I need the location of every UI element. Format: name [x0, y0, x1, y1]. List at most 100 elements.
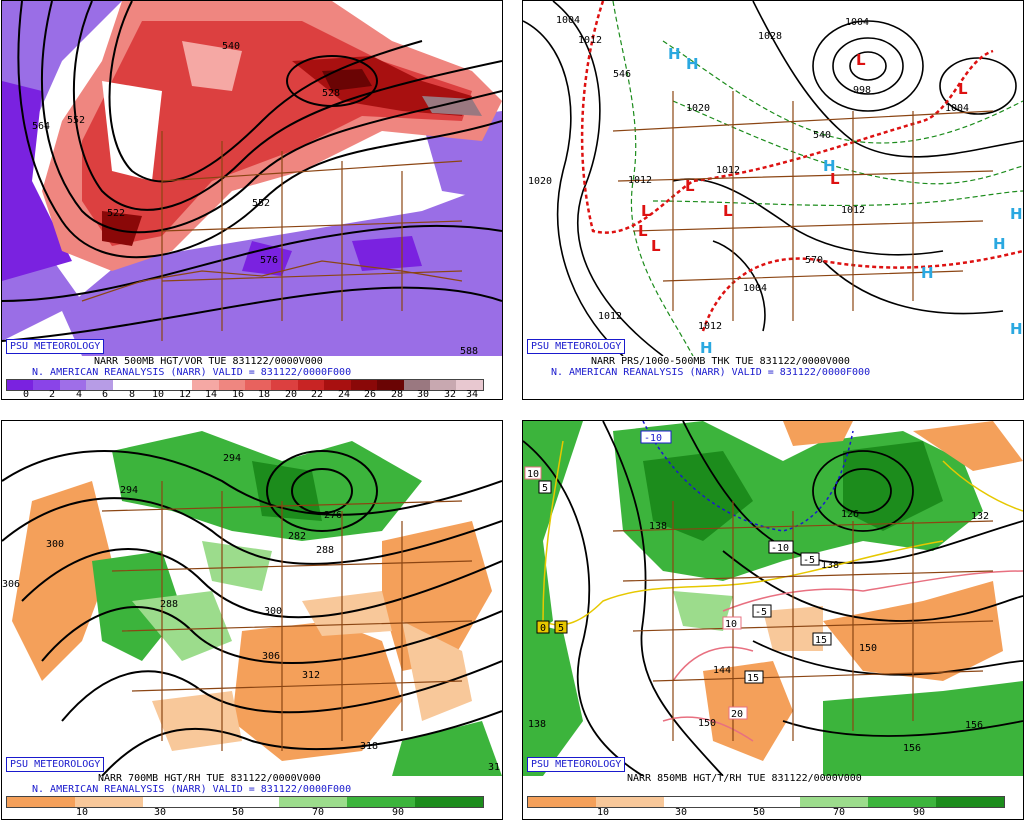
- high-pressure-icon: H: [823, 157, 836, 175]
- height-label: 144: [713, 665, 731, 676]
- high-pressure-icon: H: [686, 55, 699, 73]
- isobar-label: 1012: [716, 165, 740, 176]
- vorticity-map: 540 564 552 522 552 528 576 588: [2, 1, 502, 356]
- isobar-label: 1012: [598, 311, 622, 322]
- height-label: 156: [965, 720, 983, 731]
- height-label: 276: [324, 510, 342, 521]
- height-label: 282: [288, 531, 306, 542]
- height-label: 31: [488, 762, 500, 773]
- height-label: 300: [264, 606, 282, 617]
- height-label: 138: [528, 719, 546, 730]
- temp-rh-850mb-map: 138 126 132 138 144 150 150 156 138 156 …: [523, 421, 1023, 776]
- low-pressure-icon: L: [638, 222, 648, 240]
- high-pressure-icon: H: [1010, 320, 1023, 338]
- isobar-label: 1004: [556, 15, 580, 26]
- isobar-label: 1028: [758, 31, 782, 42]
- height-label: 312: [302, 670, 320, 681]
- height-label: 138: [821, 560, 839, 571]
- isobar-label: 1020: [528, 176, 552, 187]
- thickness-label: 546: [613, 69, 631, 80]
- high-pressure-icon: H: [1010, 205, 1023, 223]
- psu-meteorology-label: PSU METEOROLOGY: [527, 757, 626, 772]
- isobar-label: 1012: [698, 321, 722, 332]
- contour-label: 576: [260, 255, 278, 266]
- low-pressure-icon: L: [685, 177, 695, 195]
- contour-label: 540: [222, 41, 240, 52]
- height-label: 306: [262, 651, 280, 662]
- low-pressure-icon: L: [641, 202, 651, 220]
- panel-caption: NARR 700MB HGT/RH TUE 831122/0000V000 N.…: [32, 773, 351, 795]
- low-pressure-icon: L: [856, 51, 866, 69]
- height-label: 294: [120, 485, 138, 496]
- thickness-label: 540: [813, 130, 831, 141]
- svg-text:-5: -5: [803, 555, 815, 566]
- panel-caption: NARR PRS/1000-500MB THK TUE 831122/0000V…: [551, 356, 870, 378]
- high-pressure-icon: H: [993, 235, 1006, 253]
- high-pressure-icon: H: [921, 264, 934, 282]
- svg-text:5: 5: [542, 483, 548, 494]
- high-pressure-icon: H: [700, 339, 713, 356]
- low-pressure-icon: L: [651, 237, 661, 255]
- contour-label: 588: [460, 346, 478, 356]
- svg-text:0: 0: [540, 623, 546, 634]
- psu-meteorology-label: PSU METEOROLOGY: [6, 339, 105, 354]
- svg-text:15: 15: [815, 635, 827, 646]
- low-pressure-icon: L: [723, 202, 733, 220]
- panel-500mb-vorticity: 540 564 552 522 552 528 576 588 PSU METE…: [1, 0, 503, 400]
- isobar-label: 1012: [578, 35, 602, 46]
- low-pressure-icon: L: [958, 80, 968, 98]
- svg-text:20: 20: [731, 709, 743, 720]
- height-label: 288: [160, 599, 178, 610]
- height-label: 300: [46, 539, 64, 550]
- contour-label: 564: [32, 121, 50, 132]
- height-label: 138: [649, 521, 667, 532]
- svg-text:-5: -5: [755, 607, 767, 618]
- rh-temp-color-scale: [527, 796, 1005, 808]
- panel-pressure-thickness: 1004 1012 1028 1020 1020 1012 1012 1004 …: [522, 0, 1024, 400]
- panel-850mb-temp-rh: 138 126 132 138 144 150 150 156 138 156 …: [522, 420, 1024, 820]
- isobar-label: 1004: [743, 283, 767, 294]
- height-label: 294: [223, 453, 241, 464]
- contour-label: 552: [252, 198, 270, 209]
- caption-line-2: N. AMERICAN REANALYSIS (NARR) VALID = 83…: [551, 367, 871, 378]
- height-label: 156: [903, 743, 921, 754]
- isobar-label: 1012: [841, 205, 865, 216]
- panel-caption: NARR 500MB HGT/VOR TUE 831122/0000V000 N…: [32, 356, 351, 378]
- rh-scale-ticks: 10 30 50 70 90: [75, 807, 405, 818]
- rh-color-scale: [6, 796, 484, 808]
- height-label: 318: [360, 741, 378, 752]
- height-label: 150: [859, 643, 877, 654]
- contour-label: 522: [107, 208, 125, 219]
- svg-text:10: 10: [527, 469, 539, 480]
- psu-meteorology-label: PSU METEOROLOGY: [527, 339, 626, 354]
- thickness-label: 570: [805, 255, 823, 266]
- svg-text:-10: -10: [771, 543, 789, 554]
- caption-line-1: NARR PRS/1000-500MB THK TUE 831122/0000V…: [591, 356, 850, 367]
- isobar-label: 1020: [686, 103, 710, 114]
- isobar-label: 1004: [845, 17, 869, 28]
- rh-temp-scale-ticks: 10 30 50 70 90: [596, 807, 926, 818]
- low-pressure-icon: L: [830, 170, 840, 188]
- vorticity-color-scale: [6, 379, 484, 391]
- isobar-label: 1012: [628, 175, 652, 186]
- height-label: 126: [841, 509, 859, 520]
- height-label: 288: [316, 545, 334, 556]
- svg-text:10: 10: [725, 619, 737, 630]
- isobar-label: 998: [853, 85, 871, 96]
- pressure-thickness-map: 1004 1012 1028 1020 1020 1012 1012 1004 …: [523, 1, 1023, 356]
- panel-caption: NARR 850MB HGT/T/RH TUE 831122/0000V000: [627, 773, 862, 784]
- high-pressure-icon: H: [668, 45, 681, 63]
- contour-label: 552: [67, 115, 85, 126]
- psu-meteorology-label: PSU METEOROLOGY: [6, 757, 105, 772]
- height-label: 150: [698, 718, 716, 729]
- caption-line-1: NARR 500MB HGT/VOR TUE 831122/0000V000: [94, 356, 323, 367]
- svg-text:-10: -10: [644, 433, 662, 444]
- contour-label: 528: [322, 88, 340, 99]
- height-label: 132: [971, 511, 989, 522]
- caption-line-1: NARR 700MB HGT/RH TUE 831122/0000V000: [98, 773, 321, 784]
- vorticity-scale-ticks: 0 2 4 6 8 10 12 14 16 18 20 22 24 26 28 …: [22, 389, 479, 400]
- isobar-label: 1004: [945, 103, 969, 114]
- caption-line-1: NARR 850MB HGT/T/RH TUE 831122/0000V000: [627, 773, 862, 784]
- svg-text:5: 5: [558, 623, 564, 634]
- caption-line-2: N. AMERICAN REANALYSIS (NARR) VALID = 83…: [32, 367, 352, 378]
